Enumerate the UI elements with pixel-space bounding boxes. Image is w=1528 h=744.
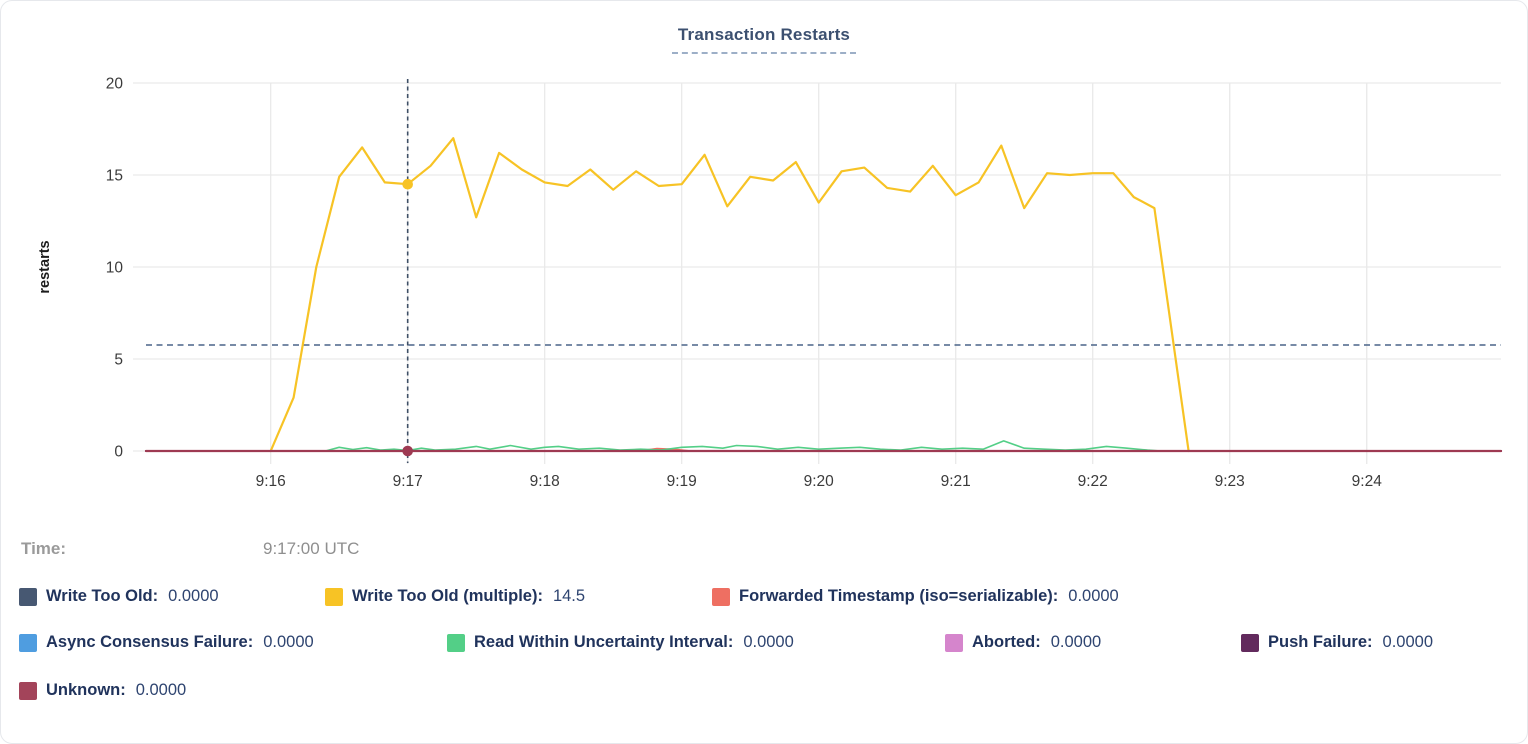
- legend-swatch-push-failure: [1241, 633, 1259, 652]
- legend-value: 0.0000: [1382, 633, 1433, 651]
- legend-value: 0.0000: [168, 587, 219, 605]
- x-tick-label: 9:22: [1078, 473, 1108, 490]
- legend-label: Push Failure:: [1268, 633, 1373, 651]
- legend-value: 14.5: [552, 587, 586, 605]
- hover-dot-write-too-old-multiple-: [402, 178, 413, 190]
- chart-title: Transaction Restarts: [671, 25, 857, 54]
- y-tick-label: 0: [114, 444, 123, 461]
- x-tick-label: 9:19: [667, 473, 697, 490]
- legend-swatch-async-consensus-failure: [19, 633, 37, 652]
- transaction-restarts-chart[interactable]: 0 5 10 15 20 9:16 9:17 9:18 9:19 9:20 9:21 9:22 9:23…: [1, 1, 1528, 506]
- y-tick-label: 15: [106, 168, 123, 185]
- time-label: Time:: [21, 539, 67, 558]
- hover-dot-unknown: [402, 445, 413, 457]
- time-value: 9:17:00 UTC: [263, 539, 360, 558]
- legend-value: 0.0000: [1068, 587, 1119, 605]
- x-tick-label: 9:18: [530, 473, 560, 490]
- x-tick-label: 9:16: [256, 473, 286, 490]
- legend-value: 0.0000: [1050, 633, 1102, 651]
- legend-value: 0.0000: [263, 633, 314, 651]
- y-tick-label: 10: [106, 260, 124, 277]
- x-tick-label: 9:24: [1352, 473, 1383, 490]
- x-tick-label: 9:23: [1215, 473, 1245, 490]
- legend-swatch-forwarded-timestamp: [712, 587, 730, 606]
- legend-value: 0.0000: [743, 633, 794, 651]
- y-tick-label: 20: [106, 76, 124, 93]
- legend-item-forwarded-timestamp[interactable]: Forwarded Timestamp (iso=serializable): …: [712, 587, 1119, 606]
- legend-item-unknown[interactable]: Unknown: 0.0000: [19, 681, 186, 700]
- legend-label: Read Within Uncertainty Interval:: [474, 633, 734, 651]
- x-tick-label: 9:21: [941, 473, 971, 490]
- chart-title-wrap: Transaction Restarts: [1, 25, 1527, 54]
- y-axis-label: restarts: [37, 240, 53, 293]
- legend-item-aborted[interactable]: Aborted: 0.0000: [945, 633, 1101, 652]
- legend-label: Write Too Old (multiple):: [352, 587, 543, 605]
- legend-value: 0.0000: [135, 681, 187, 699]
- legend-swatch-write-too-old-multiple: [325, 587, 343, 606]
- x-tick-label: 9:20: [804, 473, 835, 490]
- legend-item-async-consensus-failure[interactable]: Async Consensus Failure: 0.0000: [19, 633, 314, 652]
- y-tick-label: 5: [114, 352, 123, 369]
- legend-item-write-too-old-multiple[interactable]: Write Too Old (multiple): 14.5: [325, 587, 585, 606]
- legend-item-write-too-old[interactable]: Write Too Old: 0.0000: [19, 587, 219, 606]
- legend-item-push-failure[interactable]: Push Failure: 0.0000: [1241, 633, 1433, 652]
- series-line-read-within-uncertainty-interval: [324, 440, 1162, 452]
- legend-row-2: Async Consensus Failure: 0.0000 Read Wit…: [1, 633, 1527, 659]
- legend-swatch-aborted: [945, 633, 963, 652]
- legend-label: Forwarded Timestamp (iso=serializable):: [739, 587, 1059, 605]
- legend-item-read-within-uncertainty[interactable]: Read Within Uncertainty Interval: 0.0000: [447, 633, 794, 652]
- hover-time-row: Time: 9:17:00 UTC: [1, 539, 1527, 565]
- legend-label: Write Too Old:: [46, 587, 159, 605]
- x-tick-label: 9:17: [393, 473, 423, 490]
- legend-row-3: Unknown: 0.0000: [1, 681, 1527, 707]
- legend-label: Async Consensus Failure:: [46, 633, 254, 651]
- series-line-write-too-old-multiple-: [269, 137, 1190, 453]
- legend-swatch-write-too-old: [19, 587, 37, 606]
- legend-swatch-read-within-uncertainty: [447, 633, 465, 652]
- legend-swatch-unknown: [19, 681, 37, 700]
- legend-label: Unknown:: [46, 681, 126, 699]
- legend-row-1: Write Too Old: 0.0000 Write Too Old (mul…: [1, 587, 1527, 613]
- legend-label: Aborted:: [972, 633, 1041, 651]
